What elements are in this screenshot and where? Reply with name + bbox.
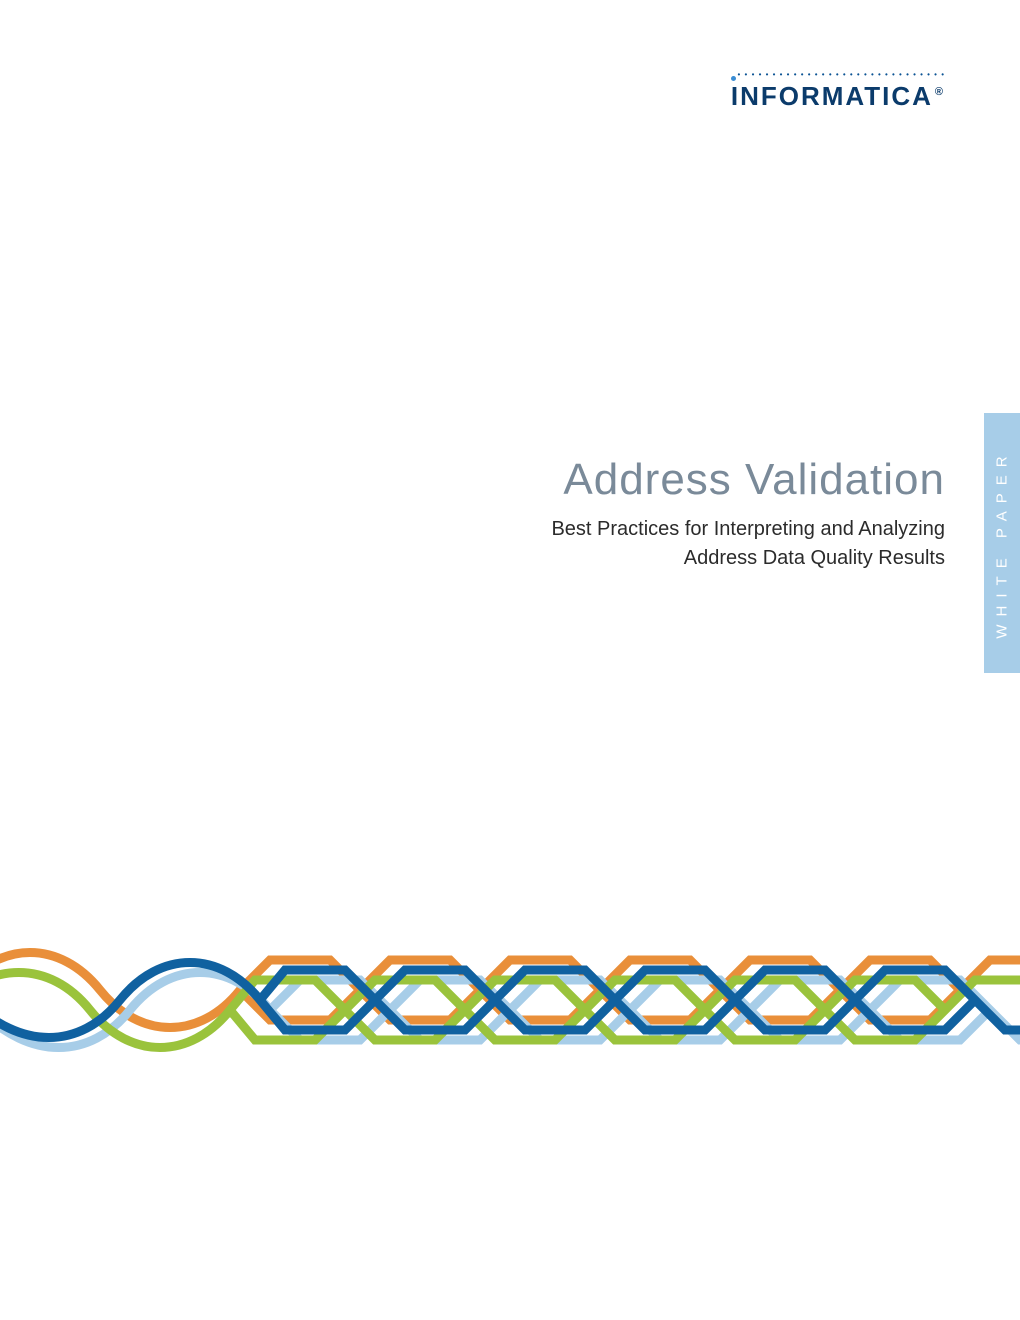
logo-accent-dot-icon [731,76,736,81]
logo-dot-row: • • • • • • • • • • • • • • • • • • • • … [731,70,945,79]
side-tab: WHITE PAPER [984,413,1020,673]
logo-wordmark: INFORMATICA® [731,81,945,112]
subtitle-line-2: Address Data Quality Results [684,547,945,569]
title-block: Address Validation Best Practices for In… [551,455,945,573]
registered-mark: ® [935,86,945,98]
wave-graphic [0,920,1020,1080]
brand-logo: • • • • • • • • • • • • • • • • • • • • … [731,70,945,112]
page-subtitle: Best Practices for Interpreting and Anal… [551,515,945,573]
logo-brand-text: INFORMATICA [731,81,933,111]
side-tab-label: WHITE PAPER [994,448,1011,638]
page-title: Address Validation [551,455,945,505]
subtitle-line-1: Best Practices for Interpreting and Anal… [551,518,945,540]
wave-svg-icon [0,920,1020,1080]
